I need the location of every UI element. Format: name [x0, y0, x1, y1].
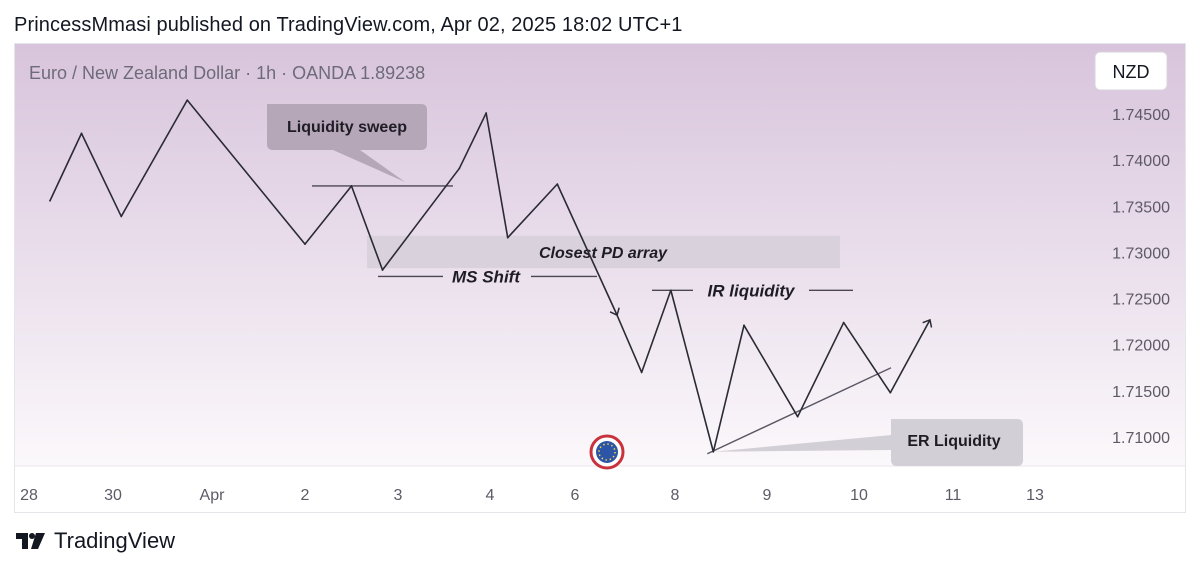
series-segment [49, 132, 83, 202]
x-tick-label: 13 [1026, 487, 1044, 504]
x-tick-label: 11 [945, 487, 962, 504]
series-point [928, 319, 931, 322]
series-segment [80, 132, 123, 218]
y-tick-label: 1.73500 [1112, 199, 1170, 216]
series-segment [712, 324, 745, 453]
sweep-label: Liquidity sweep [287, 119, 407, 136]
published-header: PrincessMmasi published on TradingView.c… [14, 14, 683, 36]
y-tick-label: 1.71500 [1112, 384, 1170, 401]
series-segment [120, 99, 189, 218]
y-tick-label: 1.72500 [1112, 292, 1170, 309]
series-segment [506, 183, 559, 239]
series-point [842, 321, 845, 324]
x-tick-label: 6 [571, 487, 580, 504]
er-liquidity-label: ER Liquidity [907, 433, 1000, 450]
series-point [743, 324, 745, 327]
symbol-title: Euro / New Zealand Dollar · 1h · OANDA 1… [29, 63, 425, 83]
price-axis[interactable]: 1.74500 1.74000 1.73500 1.73000 1.72500 1.720… [1112, 107, 1170, 447]
series-point [485, 112, 487, 114]
series-segment [640, 289, 672, 374]
series-segment [796, 321, 845, 418]
chart-panel[interactable]: Euro / New Zealand Dollar · 1h · OANDA 1… [14, 43, 1186, 513]
annotation-lines [312, 185, 892, 455]
series-segment [670, 289, 715, 453]
y-tick-label: 1.74000 [1112, 153, 1170, 170]
x-tick-label: 2 [301, 487, 310, 504]
x-tick-label: 8 [671, 487, 680, 504]
series-point [889, 391, 892, 394]
er-trendline [707, 367, 892, 455]
currency-badge-label: NZD [1113, 62, 1150, 82]
series-point [186, 99, 189, 101]
sweep-callout [267, 104, 427, 182]
closest-pd-array-zone: Closest PD array [367, 235, 840, 269]
series-point [49, 199, 51, 202]
series-segment [350, 185, 384, 271]
series-segment [556, 183, 620, 317]
tradingview-logo[interactable]: TradingView [16, 528, 175, 554]
x-tick-label: 4 [486, 487, 495, 504]
annotation-labels: Liquidity sweep MS Shift IR liquidity ER Li… [267, 104, 1023, 466]
series-segment [889, 318, 933, 394]
ms-shift-label: MS Shift [452, 267, 521, 286]
x-tick-label: Apr [200, 487, 226, 504]
series-point [304, 243, 306, 245]
price-chart[interactable]: Euro / New Zealand Dollar · 1h · OANDA 1… [15, 44, 1186, 513]
series-point [796, 415, 799, 418]
series-point [615, 313, 618, 316]
x-tick-label: 30 [104, 487, 122, 504]
series-segment [743, 324, 799, 418]
series-point [120, 215, 123, 218]
series-point [640, 371, 643, 374]
series-point [381, 269, 384, 271]
series-segment [304, 185, 353, 245]
x-tick-label: 9 [763, 487, 772, 504]
series-point [506, 236, 509, 239]
tradingview-logo-icon [16, 533, 45, 549]
series-segment [615, 313, 643, 374]
series-segment [842, 321, 892, 394]
series-segment [485, 112, 509, 239]
y-tick-label: 1.74500 [1112, 107, 1170, 124]
series-point [458, 167, 461, 170]
series-point [670, 289, 672, 292]
y-tick-label: 1.72000 [1112, 338, 1170, 355]
series-point [556, 183, 559, 185]
series-point [712, 450, 715, 453]
tradingview-brand: TradingView [54, 528, 176, 553]
pd-array-rect [367, 235, 840, 269]
series-point [350, 185, 353, 187]
er-callout [713, 419, 1023, 466]
time-axis[interactable]: 28 30 Apr 2 3 4 6 8 9 10 11 13 [20, 487, 1044, 504]
x-tick-label: 28 [20, 487, 38, 504]
series-segment [186, 99, 306, 245]
series-segment [458, 112, 487, 170]
y-tick-label: 1.73000 [1112, 245, 1170, 262]
series-point [80, 132, 83, 135]
y-tick-label: 1.71000 [1112, 430, 1170, 447]
x-tick-label: 3 [394, 487, 403, 504]
currency-badge[interactable]: NZD [1094, 51, 1168, 91]
ir-liquidity-label: IR liquidity [708, 281, 796, 300]
eu-flag-icon [589, 434, 625, 470]
price-series [49, 99, 933, 453]
pd-array-label: Closest PD array [539, 245, 668, 262]
x-tick-label: 10 [850, 487, 868, 504]
series-segment [381, 167, 461, 271]
